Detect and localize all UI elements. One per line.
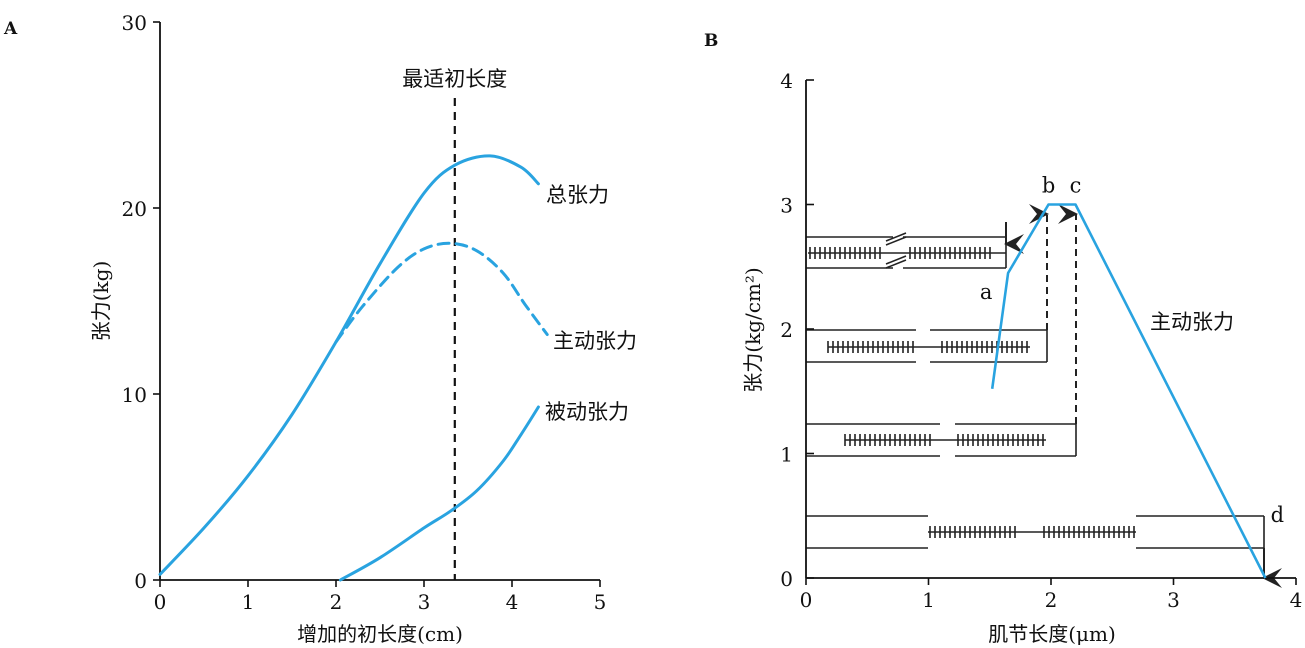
panel-a-x-tick-label: 4 (506, 590, 519, 614)
panel-b-y-tick-label: 0 (780, 567, 793, 591)
panel-b-point-labels: a b c d (980, 174, 1284, 527)
panel-a-letter: A (3, 19, 18, 39)
panel-a-x-tick-label: 3 (418, 590, 431, 614)
active-tension-label-a: 主动张力 (553, 329, 637, 353)
panel-b: B (704, 31, 1302, 646)
panel-a-axes (159, 22, 600, 581)
filament-hatch (809, 247, 881, 259)
panel-b-y-tick-label: 4 (780, 69, 793, 93)
sarcomere-diagram-a (806, 232, 1007, 269)
panel-b-x-tick-label: 4 (1290, 588, 1303, 612)
passive-tension-curve (338, 405, 540, 582)
filament-hatch (941, 341, 1028, 353)
passive-tension-label: 被动张力 (545, 400, 629, 424)
active-tension-curve-a (334, 241, 549, 344)
sarcomere-diagram-b (806, 329, 1048, 363)
panel-a-x-tick-label: 0 (154, 590, 167, 614)
panel-a-y-tick-label: 0 (134, 569, 147, 593)
point-label-d: d (1271, 503, 1284, 527)
filament-hatch (844, 434, 931, 446)
sarcomere-diagram-c (806, 423, 1077, 457)
panel-b-x-tick-label: 3 (1167, 588, 1180, 612)
point-label-c: c (1070, 174, 1082, 198)
panel-b-y-tick-label: 3 (780, 194, 793, 218)
panel-a-x-tick-label: 1 (242, 590, 255, 614)
point-label-a: a (980, 280, 993, 304)
total-tension-curve (158, 154, 540, 576)
panel-b-axes (805, 80, 1296, 579)
panel-b-series (990, 203, 1267, 579)
panel-b-x-tick-label: 1 (922, 588, 935, 612)
filament-hatch (957, 434, 1044, 446)
guide-arrows (1004, 204, 1282, 588)
panel-b-y-tick-label: 1 (780, 443, 793, 467)
panel-a-x-tick-label: 5 (594, 590, 607, 614)
panel-a-y-tick-label: 20 (122, 197, 147, 221)
panel-a-y-tick-label: 30 (122, 11, 147, 35)
panel-b-x-title: 肌节长度(μm) (988, 622, 1116, 646)
panel-a-x-tick-label: 2 (330, 590, 343, 614)
sarcomere-diagram-d (806, 515, 1265, 549)
panel-b-ticks: 0 1 2 3 4 0 1 2 3 4 (780, 69, 1302, 612)
panel-b-letter: B (704, 31, 718, 51)
panel-a-ticks: 0 1 2 3 4 5 0 10 20 30 (122, 11, 607, 614)
total-tension-label: 总张力 (546, 183, 609, 207)
panel-b-y-title: 张力(kg/cm²) (741, 267, 765, 392)
panel-a-series (158, 154, 549, 582)
optimal-length-label: 最适初长度 (402, 67, 507, 91)
filament-hatch (827, 341, 914, 353)
panel-b-x-tick-label: 2 (1045, 588, 1058, 612)
sarcomere-diagrams (806, 232, 1265, 549)
point-label-b: b (1042, 174, 1055, 198)
panel-b-x-tick-label: 0 (800, 588, 813, 612)
active-tension-curve-b (990, 203, 1267, 579)
panel-a: A 0 1 2 3 4 5 0 10 20 30 最适初长度 总张力 主动张力 被动张力 增加的初… (3, 11, 637, 646)
filament-hatch (929, 526, 1016, 538)
panel-a-x-title: 增加的初长度(cm) (297, 622, 463, 646)
filament-hatch (909, 247, 991, 259)
filament-hatch (1043, 526, 1135, 538)
active-tension-label-b: 主动张力 (1150, 310, 1234, 334)
panel-b-y-tick-label: 2 (780, 318, 793, 342)
panel-a-y-tick-label: 10 (122, 383, 147, 407)
panel-a-y-title: 张力(kg) (89, 261, 113, 342)
panel-a-reference: 最适初长度 (402, 67, 507, 580)
